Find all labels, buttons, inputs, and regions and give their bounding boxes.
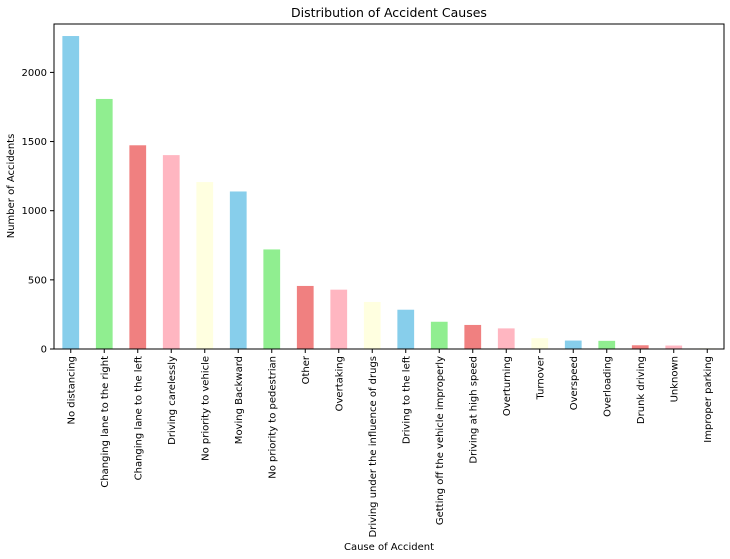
x-tick-label: Driving at high speed	[468, 356, 479, 464]
x-tick-label: Overspeed	[569, 356, 580, 410]
bar	[464, 324, 482, 349]
bar	[95, 98, 113, 350]
x-tick-label: Unknown	[669, 356, 680, 402]
y-tick-label: 2000	[22, 68, 47, 79]
bar	[397, 309, 415, 349]
x-axis-label: Cause of Accident	[344, 542, 434, 553]
bar	[296, 285, 314, 349]
x-tick-label: No priority to vehicle	[200, 356, 211, 461]
x-tick-label: Moving Backward	[234, 356, 245, 444]
y-tick-label: 500	[28, 275, 47, 286]
x-tick-label: Driving under the influence of drugs	[368, 356, 379, 537]
bars-group	[62, 36, 716, 350]
bar	[631, 345, 649, 349]
bar	[363, 301, 381, 349]
bar	[196, 182, 214, 349]
y-tick-label: 1500	[22, 137, 47, 148]
x-tick-label: Changing lane to the left	[133, 356, 144, 480]
x-tick-label: Changing lane to the right	[100, 356, 111, 488]
plot-frame	[53, 23, 725, 350]
y-axis-ticks: 0 500 1000 1500 2000	[22, 68, 54, 356]
bar	[665, 345, 683, 349]
bar	[430, 321, 448, 349]
x-tick-label: Overtaking	[334, 356, 345, 411]
chart-title: Distribution of Accident Causes	[291, 5, 487, 20]
x-tick-label: Getting off the vehicle improperly	[435, 356, 446, 525]
x-tick-label: No distancing	[66, 356, 77, 424]
bar	[330, 289, 348, 349]
bar	[497, 328, 515, 349]
x-tick-label: No priority to pedestrian	[267, 356, 278, 479]
x-axis-ticks: No distancing Changing lane to the right C…	[66, 349, 714, 537]
x-tick-label: Drunk driving	[636, 356, 647, 424]
x-tick-label: Overloading	[602, 356, 613, 417]
x-tick-label: Turnover	[535, 355, 546, 400]
y-tick-label: 1000	[22, 206, 47, 217]
x-tick-label: Driving to the left	[401, 356, 412, 444]
bar	[531, 338, 549, 349]
bar	[263, 249, 281, 349]
bar	[129, 145, 147, 349]
x-tick-label: Overturning	[502, 356, 513, 416]
bar	[229, 191, 247, 349]
bar	[62, 36, 80, 349]
x-tick-label: Driving carelessly	[167, 356, 178, 445]
x-tick-label: Other	[301, 355, 312, 384]
y-tick-label: 0	[41, 345, 47, 356]
x-tick-label: Improper parking	[703, 356, 714, 443]
bar	[162, 155, 180, 349]
bar	[598, 340, 616, 349]
y-axis-label: Number of Accidents	[6, 134, 17, 239]
bar	[564, 340, 582, 349]
